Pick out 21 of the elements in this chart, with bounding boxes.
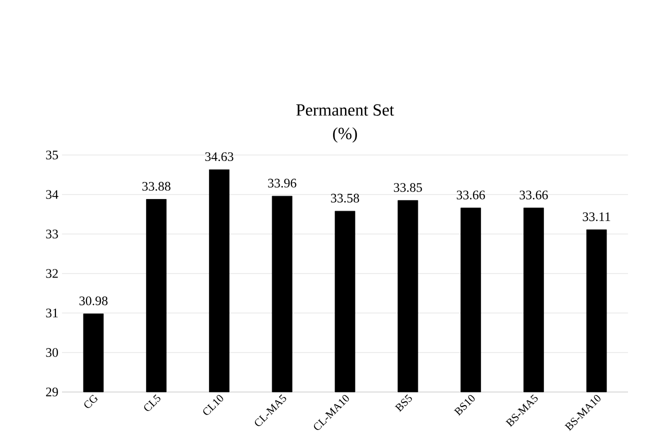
data-label: 33.11 <box>582 212 610 222</box>
y-tick-label: 32 <box>46 269 58 278</box>
x-tick-label: CL5 <box>144 394 160 412</box>
data-label: 33.96 <box>268 178 296 188</box>
data-label: 33.58 <box>331 194 360 203</box>
x-tick-label: BS5 <box>394 394 412 412</box>
y-tick-label: 33 <box>46 230 58 238</box>
y-tick-label: 30 <box>46 348 58 357</box>
data-label: 33.66 <box>456 190 485 200</box>
data-label: 30.98 <box>80 296 108 306</box>
data-label: 33.85 <box>394 183 422 192</box>
x-tick-label: CG <box>84 394 98 408</box>
data-label: 33.88 <box>142 182 170 191</box>
chart-title: Permanent Set <box>296 104 394 116</box>
y-tick-label: 34 <box>46 190 58 199</box>
y-tick-label: 29 <box>46 388 58 396</box>
y-tick-label: 31 <box>46 308 58 318</box>
data-label: 33.66 <box>520 190 548 200</box>
chart-subtitle: (%) <box>333 127 357 143</box>
data-label: 34.63 <box>205 152 234 162</box>
y-tick-label: 35 <box>46 150 58 160</box>
